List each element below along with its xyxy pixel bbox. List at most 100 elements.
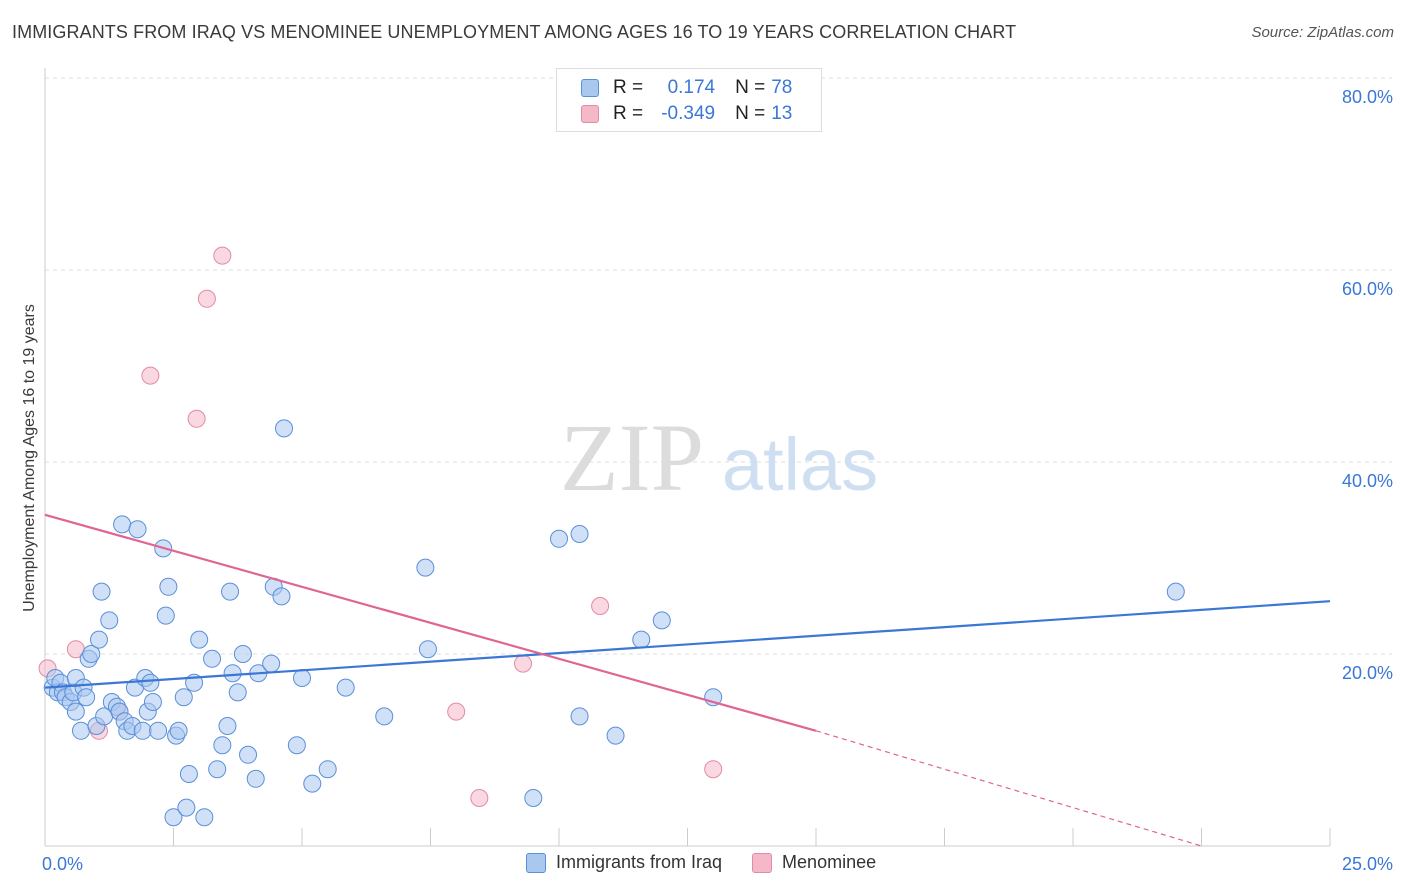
data-point-iraq	[416, 558, 435, 577]
data-point-iraq	[287, 736, 306, 755]
data-point-iraq	[239, 745, 258, 764]
data-point-iraq	[143, 693, 162, 711]
legend-swatch-menominee	[581, 105, 599, 123]
data-point-iraq	[113, 515, 132, 534]
watermark: ZIP atlas	[560, 404, 878, 511]
data-point-iraq	[524, 789, 543, 807]
data-point-iraq	[570, 525, 589, 543]
data-point-iraq	[418, 640, 437, 659]
data-point-menominee	[591, 597, 610, 615]
trend-line-menominee	[44, 513, 817, 732]
data-point-iraq	[89, 630, 108, 649]
data-point-iraq	[149, 721, 168, 740]
legend-swatch-iraq	[526, 852, 546, 873]
data-point-iraq	[179, 765, 198, 783]
data-point-menominee	[704, 760, 723, 779]
y-tick-label: 40.0%	[1342, 471, 1393, 491]
legend-row-iraq: R = 0.174 N = 78	[581, 77, 792, 99]
data-point-iraq	[66, 702, 85, 721]
y-tick-label: 60.0%	[1342, 279, 1393, 299]
data-point-menominee	[187, 409, 206, 428]
legend-r-label: R =	[613, 77, 644, 98]
legend-n-value: 13	[771, 103, 793, 124]
legend-r-value: 0.174	[667, 77, 716, 98]
y-tick-label: 20.0%	[1342, 663, 1393, 683]
data-point-iraq	[606, 726, 625, 745]
data-point-iraq	[203, 649, 222, 668]
data-point-iraq	[174, 688, 193, 707]
legend-n-label: N =	[735, 103, 766, 124]
data-point-iraq	[128, 520, 147, 539]
data-point-menominee	[213, 246, 232, 265]
trend-lines	[44, 513, 1331, 847]
series-legend: Immigrants from Iraq Menominee	[526, 852, 906, 873]
data-point-iraq	[159, 577, 178, 596]
y-axis-label: Unemployment Among Ages 16 to 19 years	[21, 304, 38, 612]
legend-r-label: R =	[613, 103, 644, 124]
data-point-menominee	[197, 289, 216, 308]
data-point-iraq	[213, 736, 232, 755]
data-point-iraq	[303, 774, 322, 793]
data-point-menominee	[470, 789, 489, 807]
chart-title: IMMIGRANTS FROM IRAQ VS MENOMINEE UNEMPL…	[12, 22, 1017, 42]
data-point-iraq	[218, 717, 237, 735]
data-point-menominee	[141, 366, 160, 385]
stats-legend: R = 0.174 N = 78 R = -0.349 N = 13	[556, 68, 822, 132]
data-point-iraq	[223, 664, 242, 683]
data-point-menominee	[514, 654, 533, 673]
x-tick-label: 25.0%	[1342, 854, 1393, 874]
x-tick-label: 0.0%	[42, 854, 83, 874]
data-point-iraq	[141, 673, 160, 692]
data-point-iraq	[275, 419, 294, 438]
legend-n-value: 78	[771, 77, 793, 98]
legend-swatch-menominee	[752, 852, 773, 873]
trend-line-iraq	[44, 600, 1331, 689]
data-point-iraq	[133, 721, 152, 740]
legend-item-menominee[interactable]: Menominee	[752, 852, 876, 873]
data-point-iraq	[262, 654, 281, 673]
source-label: Source: ZipAtlas.com	[1251, 24, 1394, 41]
data-point-iraq	[177, 798, 196, 817]
data-point-menominee	[447, 702, 466, 721]
data-point-iraq	[632, 630, 651, 649]
series-iraq	[43, 419, 1185, 827]
data-point-iraq	[318, 760, 337, 779]
data-point-iraq	[195, 808, 214, 827]
axes-layer	[44, 68, 1331, 847]
data-point-iraq	[336, 678, 355, 697]
data-point-iraq	[190, 630, 209, 649]
legend-r-value: -0.349	[661, 103, 716, 124]
data-point-iraq	[233, 645, 252, 663]
data-point-iraq	[375, 707, 394, 726]
data-point-iraq	[82, 645, 101, 663]
watermark-atlas: atlas	[722, 423, 878, 506]
data-point-iraq	[550, 529, 568, 548]
data-point-iraq	[71, 721, 90, 740]
data-point-iraq	[169, 721, 188, 740]
legend-row-menominee: R = -0.349 N = 13	[581, 103, 792, 125]
data-point-iraq	[1166, 582, 1185, 601]
legend-label-iraq: Immigrants from Iraq	[556, 852, 723, 872]
data-point-iraq	[221, 582, 240, 601]
grid-layer	[45, 77, 1392, 655]
data-point-iraq	[228, 683, 247, 702]
data-point-iraq	[77, 688, 96, 707]
y-tick-label: 80.0%	[1342, 87, 1393, 107]
legend-item-iraq[interactable]: Immigrants from Iraq	[526, 852, 722, 873]
data-point-iraq	[293, 669, 311, 687]
data-point-iraq	[100, 611, 119, 630]
data-point-iraq	[92, 582, 111, 601]
legend-swatch-iraq	[581, 79, 599, 97]
trend-line-menominee-extrapolated	[815, 730, 1202, 847]
tick-labels: 20.0% 40.0% 60.0% 80.0% 0.0% 25.0%	[42, 87, 1393, 874]
data-point-iraq	[208, 760, 227, 779]
data-point-iraq	[570, 707, 589, 726]
data-point-iraq	[246, 769, 265, 788]
data-point-iraq	[164, 808, 183, 827]
legend-n-label: N =	[735, 77, 766, 98]
data-point-iraq	[652, 611, 671, 630]
data-point-iraq	[156, 606, 175, 625]
data-point-iraq	[272, 587, 291, 606]
watermark-zip: ZIP	[560, 404, 704, 511]
